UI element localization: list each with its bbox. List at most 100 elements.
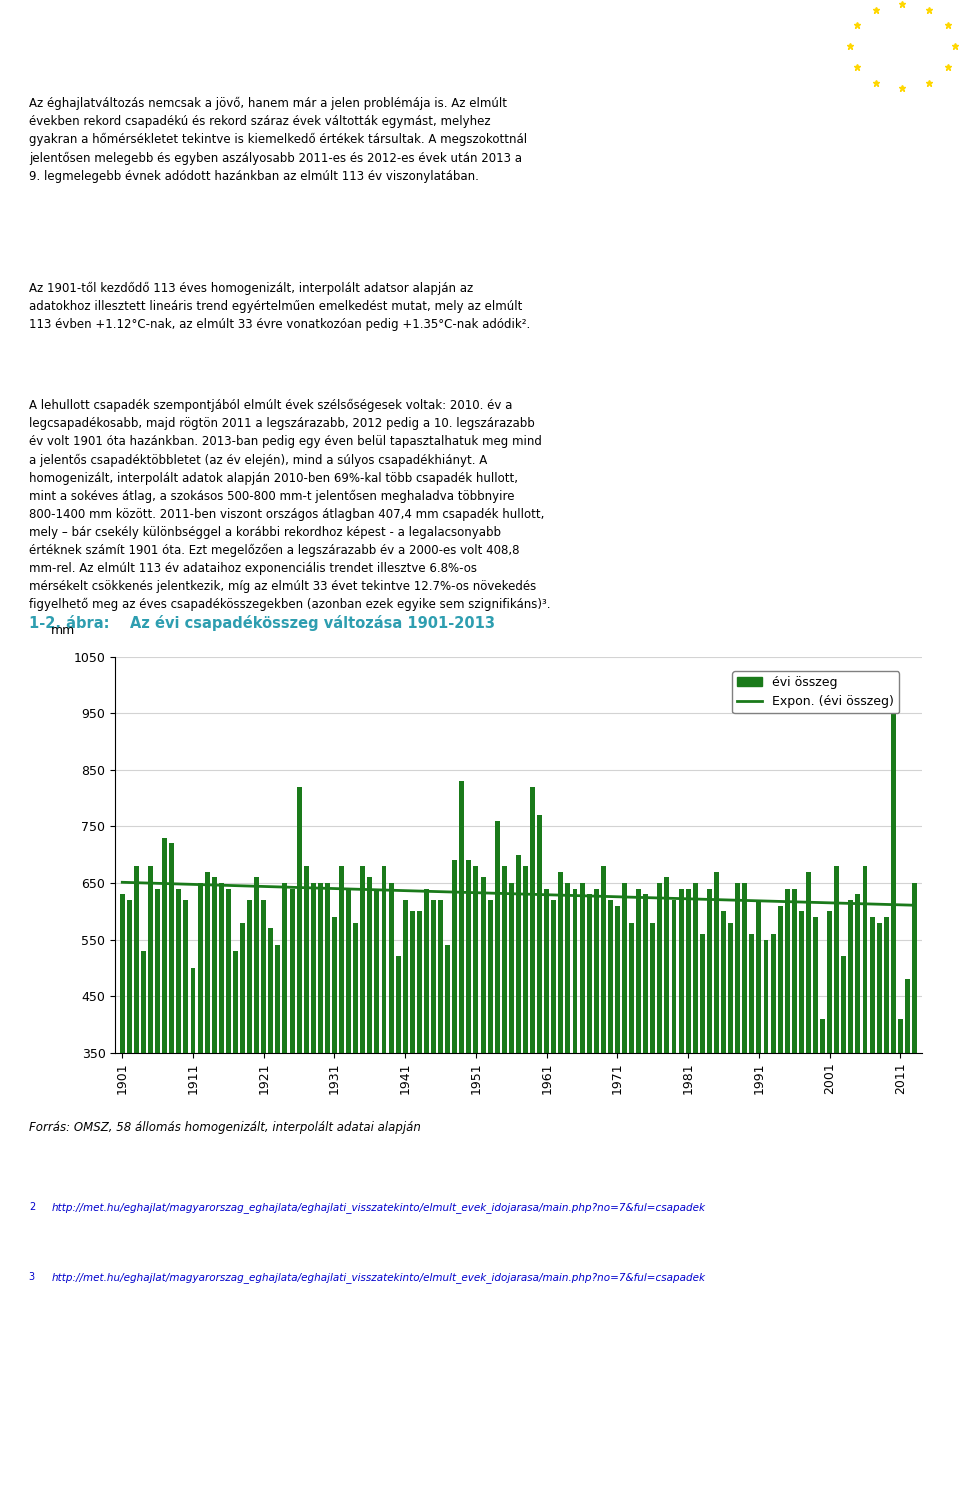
Bar [799,911,804,1251]
Bar [530,787,535,1251]
Bar [841,957,847,1251]
Text: A lehullott csapadék szempontjából elmúlt évek szélsőségesek voltak: 2010. év a
: A lehullott csapadék szempontjából elmúl… [29,399,550,611]
Bar [473,866,478,1251]
Bar [417,911,421,1251]
Bar [912,882,917,1251]
Bar [565,882,570,1251]
Bar [240,923,245,1251]
Bar [763,939,768,1251]
Bar [806,872,811,1251]
Bar [622,882,627,1251]
Bar [467,860,471,1251]
Text: OMSZ: OMSZ [54,1011,81,1020]
Bar [488,900,492,1251]
Bar [219,882,224,1251]
Bar [608,900,612,1251]
Text: A Duna-vízgyűjtő magyarországi része: A Duna-vízgyűjtő magyarországi része [19,67,408,85]
Bar [431,900,436,1251]
Bar [538,815,542,1251]
Bar [502,866,507,1251]
Bar [629,923,634,1251]
Bar [198,882,203,1251]
Bar [721,911,726,1251]
Bar [572,888,578,1251]
Bar [820,1018,825,1251]
Bar [891,679,896,1251]
Bar [169,844,175,1251]
Bar [876,923,881,1251]
Bar [771,935,776,1251]
Bar [884,917,889,1251]
Bar [643,894,648,1251]
Bar [784,888,790,1251]
Text: http://met.hu/eghajlat/magyarorszag_eghajlata/eghajlati_visszatekinto/elmult_eve: http://met.hu/eghajlat/magyarorszag_egha… [52,1202,706,1212]
Bar [862,866,868,1251]
Bar [870,917,875,1251]
Bar [728,923,733,1251]
Bar [551,900,556,1251]
Bar [396,957,400,1251]
Polygon shape [891,16,914,70]
Bar [269,929,274,1251]
Bar [311,882,316,1251]
Bar [247,900,252,1251]
Bar [658,882,662,1251]
Bar [324,882,330,1251]
Bar [693,882,698,1251]
Text: 1. fejezet: 1. fejezet [19,1450,108,1469]
Bar [828,911,832,1251]
Bar [849,900,853,1251]
Bar [403,900,408,1251]
Bar [516,854,521,1251]
Bar [156,888,160,1251]
Bar [226,888,230,1251]
Text: Az 1901-től kezdődő 113 éves homogenizált, interpolált adatsor alapján az
adatok: Az 1901-től kezdődő 113 éves homogenizál… [29,282,530,331]
Bar [580,882,585,1251]
Bar [438,900,444,1251]
Bar [601,866,606,1251]
Bar [183,900,188,1251]
Bar [233,951,238,1251]
Bar [290,888,295,1251]
Text: Vízgyűjtők jellemzése: Vízgyűjtők jellemzése [378,1450,582,1469]
Text: 3: 3 [29,1272,35,1281]
Bar [650,923,656,1251]
Bar [368,878,372,1251]
Bar [254,878,259,1251]
Text: Az éghajlatváltozás nemcsak a jövő, hanem már a jelen problémája is. Az elmúlt
é: Az éghajlatváltozás nemcsak a jövő, hane… [29,97,527,182]
Text: 1-2. ábra:    Az évi csapadékösszeg változása 1901-2013: 1-2. ábra: Az évi csapadékösszeg változá… [29,615,494,632]
Bar [509,882,514,1251]
Bar [318,882,323,1251]
Bar [148,866,153,1251]
Bar [636,888,641,1251]
Bar [813,917,818,1251]
Bar [177,888,181,1251]
Bar [276,945,280,1251]
Bar [714,872,719,1251]
Bar [360,866,365,1251]
Bar [735,882,740,1251]
Bar [593,888,599,1251]
Bar [190,967,196,1251]
Bar [750,935,755,1251]
Bar [664,878,669,1251]
Bar [756,900,761,1251]
Bar [127,900,132,1251]
Text: Forrás: OMSZ, 58 állomás homogenizált, interpolált adatai alapján: Forrás: OMSZ, 58 állomás homogenizált, i… [29,1121,420,1133]
Bar [347,888,351,1251]
Bar [282,882,287,1251]
Bar [452,860,457,1251]
Text: 2: 2 [29,1202,36,1212]
Bar [410,911,415,1251]
Bar [559,872,564,1251]
Bar [162,838,167,1251]
Bar [905,979,910,1251]
Text: mm: mm [51,624,75,638]
Bar [587,894,591,1251]
Bar [834,866,839,1251]
Bar [672,900,677,1251]
Bar [141,951,146,1251]
Bar [459,781,465,1251]
Bar [339,866,344,1251]
Text: – 13 –: – 13 – [861,1450,912,1469]
